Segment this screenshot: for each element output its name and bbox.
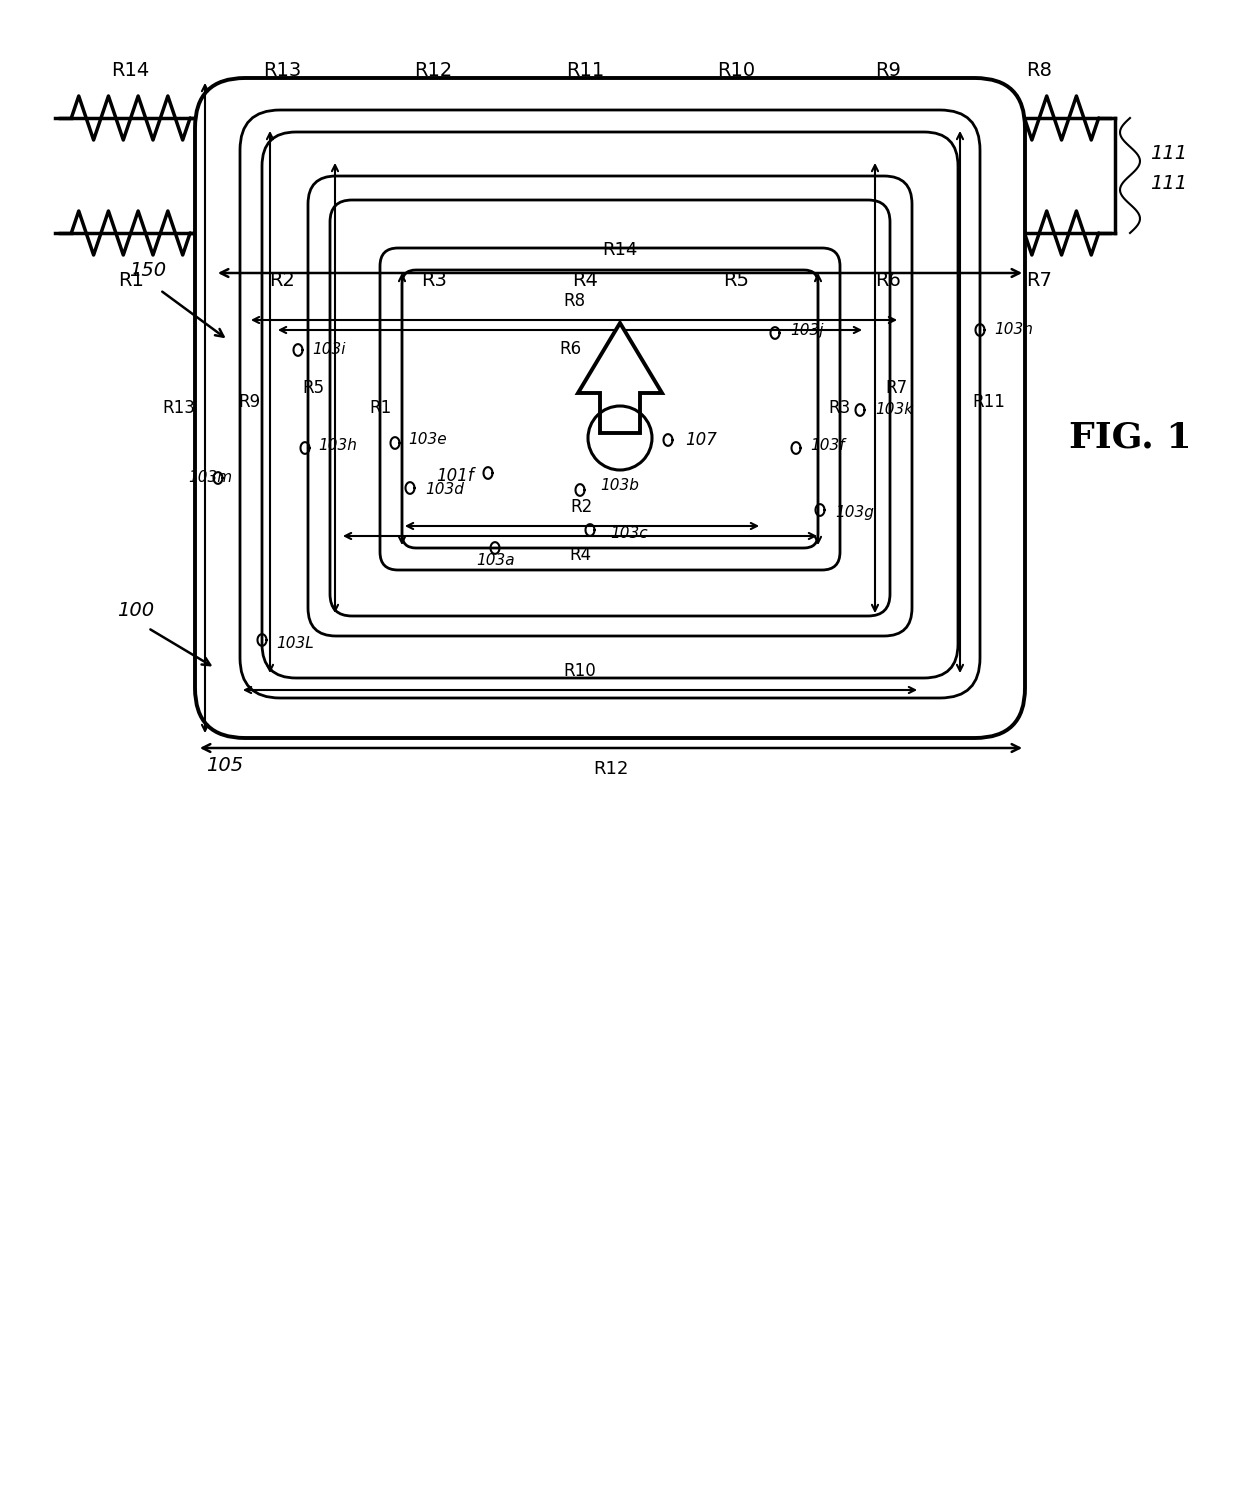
Text: 103m: 103m [188, 470, 232, 485]
Text: R2: R2 [570, 497, 593, 515]
Text: 111: 111 [1149, 174, 1187, 193]
Text: 100: 100 [118, 601, 155, 620]
Text: R11: R11 [972, 392, 1004, 410]
Text: R3: R3 [420, 271, 446, 291]
Text: 103j: 103j [790, 322, 823, 337]
Text: 103h: 103h [317, 439, 357, 454]
Text: R8: R8 [563, 292, 585, 310]
Text: 103L: 103L [277, 635, 314, 650]
Text: R9: R9 [238, 392, 260, 410]
Text: R14: R14 [112, 61, 150, 79]
Text: R1: R1 [370, 398, 392, 416]
Text: 150: 150 [129, 261, 166, 280]
Text: 103g: 103g [835, 505, 874, 520]
Text: 103f: 103f [810, 439, 844, 454]
Text: R2: R2 [269, 271, 295, 291]
Text: R1: R1 [118, 271, 144, 291]
Text: R9: R9 [875, 61, 900, 79]
Text: 103k: 103k [875, 403, 913, 418]
Text: R6: R6 [559, 340, 582, 358]
Text: R10: R10 [718, 61, 755, 79]
Text: R10: R10 [564, 662, 596, 680]
Text: 107: 107 [684, 431, 717, 449]
Text: R3: R3 [828, 398, 851, 416]
Text: R4: R4 [572, 271, 598, 291]
Text: R7: R7 [885, 379, 908, 397]
Text: R4: R4 [569, 545, 591, 565]
Text: FIG. 1: FIG. 1 [1069, 421, 1192, 455]
Text: 101f: 101f [436, 467, 474, 485]
Text: 103b: 103b [600, 478, 639, 493]
Text: R8: R8 [1027, 61, 1053, 79]
Text: R12: R12 [593, 759, 629, 777]
Text: 103a: 103a [476, 553, 515, 568]
Polygon shape [578, 324, 662, 433]
Text: R12: R12 [414, 61, 453, 79]
Text: R14: R14 [603, 241, 637, 259]
Text: 105: 105 [206, 756, 243, 774]
Text: R13: R13 [162, 398, 195, 416]
Text: 103c: 103c [610, 526, 647, 541]
Text: R13: R13 [263, 61, 301, 79]
Text: 103i: 103i [312, 343, 346, 358]
Text: 103n: 103n [994, 322, 1033, 337]
Text: R11: R11 [565, 61, 604, 79]
Text: 103d: 103d [425, 482, 464, 497]
Text: 103e: 103e [408, 433, 446, 448]
Text: R6: R6 [875, 271, 900, 291]
Text: R7: R7 [1027, 271, 1053, 291]
Text: R5: R5 [303, 379, 325, 397]
Text: 111: 111 [1149, 144, 1187, 163]
Text: R5: R5 [723, 271, 749, 291]
FancyBboxPatch shape [195, 78, 1025, 739]
